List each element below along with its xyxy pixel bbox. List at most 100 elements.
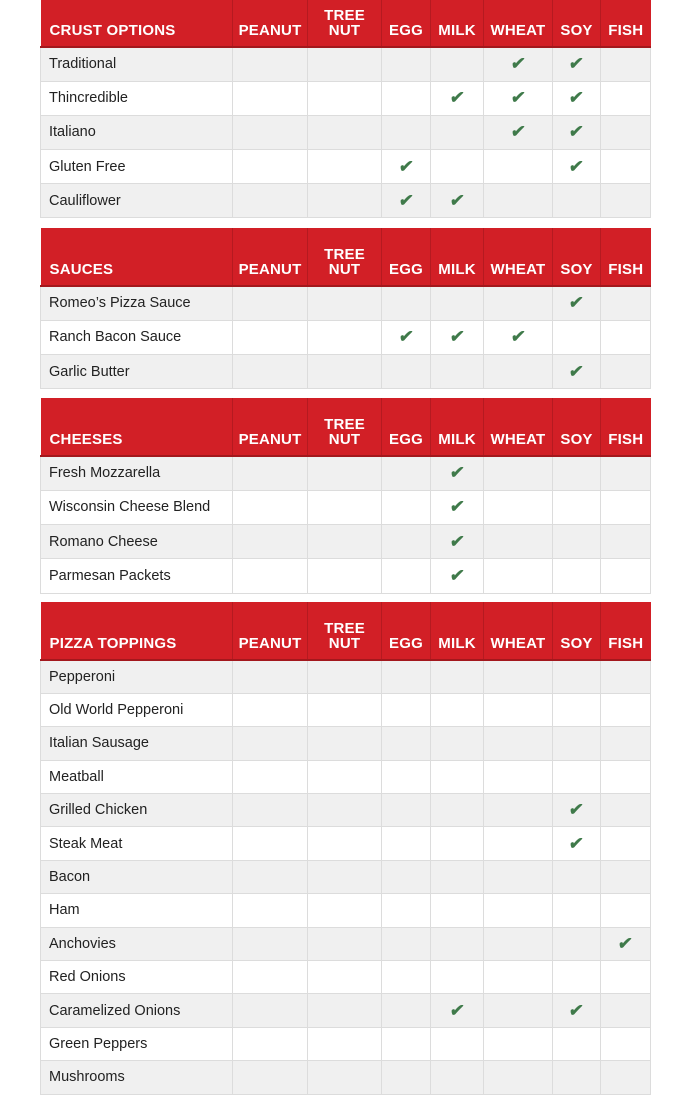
table-row: Mushrooms: [40, 1060, 651, 1095]
column-header-fish: FISH: [600, 228, 651, 287]
table-row: Meatball: [40, 759, 651, 795]
item-name: Ranch Bacon Sauce: [40, 319, 233, 356]
allergen-cell: [483, 893, 553, 928]
check-icon: ✔: [448, 497, 466, 517]
allergen-cell: [307, 46, 382, 82]
allergen-cell: [307, 960, 382, 995]
allergen-cell: [232, 46, 308, 82]
allergen-cell: [381, 859, 431, 895]
column-header-tree-nut: TREE NUT: [307, 0, 382, 48]
allergen-cell: [430, 659, 484, 694]
allergen-cell: [600, 354, 651, 390]
table-row: Gluten Free ✔ ✔: [40, 149, 651, 185]
allergen-cell: [483, 1060, 553, 1095]
check-icon: ✔: [397, 156, 415, 176]
table-row: Wisconsin Cheese Blend ✔: [40, 489, 651, 526]
allergen-cell: [232, 455, 308, 491]
table-row: Ham: [40, 893, 651, 928]
item-name: Cauliflower: [40, 183, 233, 219]
allergen-cell: ✔: [430, 319, 484, 356]
allergen-cell: [483, 926, 553, 962]
check-icon: ✔: [568, 1000, 586, 1020]
item-name: Ham: [40, 893, 233, 928]
allergen-cell: [307, 1060, 382, 1095]
check-icon: ✔: [568, 293, 586, 313]
allergen-cell: [600, 893, 651, 928]
allergen-cell: [430, 1060, 484, 1095]
item-name: Romeo’s Pizza Sauce: [40, 285, 233, 321]
item-name: Italian Sausage: [40, 726, 233, 761]
allergen-cell: [232, 489, 308, 526]
allergen-cell: [232, 659, 308, 694]
item-name: Grilled Chicken: [40, 793, 233, 828]
allergen-cell: ✔: [483, 319, 553, 356]
allergen-cell: [552, 1026, 601, 1062]
column-header-milk: MILK: [430, 602, 484, 661]
table-row: Old World Pepperoni: [40, 692, 651, 728]
allergen-cell: [600, 114, 651, 151]
table-row: Pepperoni: [40, 659, 651, 694]
allergen-cell: ✔: [381, 149, 431, 185]
allergen-cell: [552, 893, 601, 928]
check-icon: ✔: [448, 88, 466, 108]
check-icon: ✔: [397, 327, 415, 347]
allergen-cell: [430, 826, 484, 861]
allergen-cell: [552, 319, 601, 356]
allergen-cell: ✔: [483, 46, 553, 82]
table-row: Italiano ✔ ✔: [40, 114, 651, 151]
allergen-cell: [430, 692, 484, 728]
check-icon: ✔: [568, 88, 586, 108]
column-header-egg: EGG: [381, 0, 431, 48]
item-name: Italiano: [40, 114, 233, 151]
allergen-cell: [381, 1026, 431, 1062]
item-name: Mushrooms: [40, 1060, 233, 1095]
column-header-soy: SOY: [552, 228, 601, 287]
allergen-cell: [307, 793, 382, 828]
check-icon: ✔: [568, 833, 586, 853]
item-name: Wisconsin Cheese Blend: [40, 489, 233, 526]
item-name: Caramelized Onions: [40, 993, 233, 1028]
table-row: Romeo’s Pizza Sauce ✔: [40, 285, 651, 321]
allergen-cell: ✔: [483, 114, 553, 151]
column-header-wheat: WHEAT: [483, 0, 553, 48]
allergen-cell: [483, 960, 553, 995]
item-name: Meatball: [40, 759, 233, 795]
allergen-cell: [307, 354, 382, 390]
allergen-cell: ✔: [430, 993, 484, 1028]
allergen-cell: [600, 859, 651, 895]
check-icon: ✔: [568, 54, 586, 74]
column-header-tree-nut: TREE NUT: [307, 228, 382, 287]
allergen-cell: ✔: [552, 993, 601, 1028]
allergen-cell: [552, 859, 601, 895]
table-row: Grilled Chicken ✔: [40, 793, 651, 828]
allergen-cell: [483, 859, 553, 895]
allergen-cell: [552, 659, 601, 694]
column-header-wheat: WHEAT: [483, 602, 553, 661]
allergen-cell: ✔: [483, 80, 553, 116]
section-title: SAUCES: [40, 228, 233, 287]
allergen-cell: [483, 183, 553, 219]
allergen-cell: [307, 558, 382, 594]
item-name: Garlic Butter: [40, 354, 233, 390]
table-row: Fresh Mozzarella ✔: [40, 455, 651, 491]
table-header-row: SAUCES PEANUT TREE NUT EGG MILK WHEAT SOY FISH: [40, 228, 651, 287]
allergen-cell: [381, 659, 431, 694]
allergen-cell: [307, 692, 382, 728]
allergen-cell: [600, 524, 651, 560]
allergen-cell: [483, 1026, 553, 1062]
allergen-cell: [552, 926, 601, 962]
allergen-cell: [552, 489, 601, 526]
allergen-table-cheeses: CHEESES PEANUT TREE NUT EGG MILK WHEAT SOY FISH…: [40, 398, 651, 594]
column-header-egg: EGG: [381, 228, 431, 287]
allergen-table-sauces: SAUCES PEANUT TREE NUT EGG MILK WHEAT SOY FISH R…: [40, 228, 651, 390]
allergen-cell: [381, 826, 431, 861]
allergen-cell: [552, 455, 601, 491]
allergen-cell: ✔: [430, 183, 484, 219]
check-icon: ✔: [509, 122, 527, 142]
check-icon: ✔: [509, 327, 527, 347]
allergen-cell: [381, 692, 431, 728]
allergen-cell: [483, 558, 553, 594]
allergen-cell: [381, 1060, 431, 1095]
allergen-cell: [232, 826, 308, 861]
table-row: Anchovies ✔: [40, 926, 651, 962]
